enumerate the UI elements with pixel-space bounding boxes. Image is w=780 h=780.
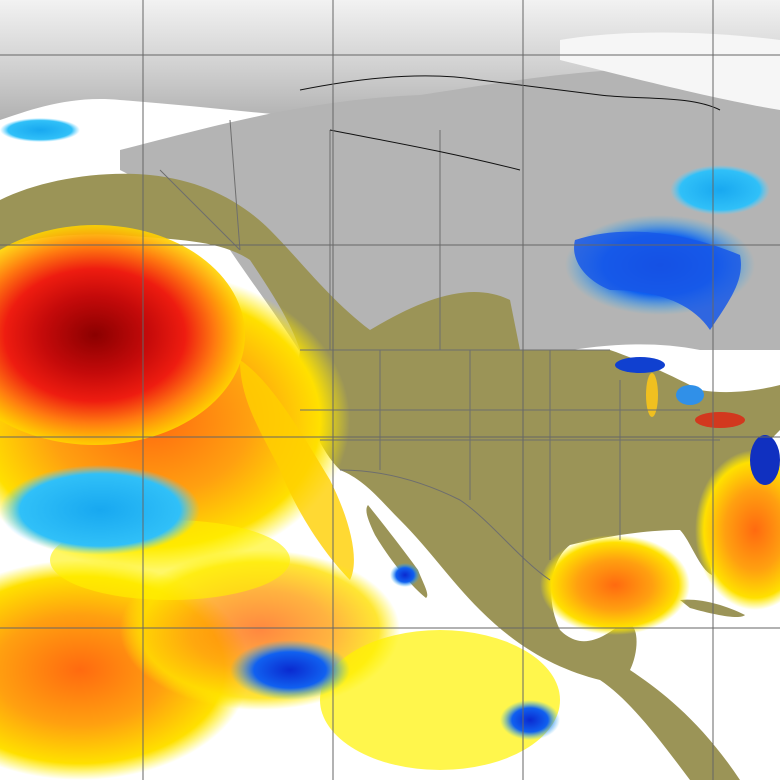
lake xyxy=(615,357,665,373)
land xyxy=(0,173,520,350)
cold-anomaly xyxy=(230,640,350,700)
cool-anomaly xyxy=(670,165,770,215)
cool-anomaly xyxy=(0,465,200,555)
cool-anomaly xyxy=(0,118,80,142)
warm-anomaly xyxy=(320,630,560,770)
cold-anomaly xyxy=(574,231,741,330)
warm-anomaly xyxy=(540,535,690,635)
hot-anomaly xyxy=(0,225,245,445)
warm-anomaly xyxy=(695,450,780,610)
coastline xyxy=(299,75,721,171)
land xyxy=(297,350,780,780)
cold-anomaly xyxy=(390,563,420,587)
lake xyxy=(646,373,658,417)
cold-anomaly xyxy=(750,435,780,485)
warm-anomaly xyxy=(240,360,354,580)
arctic-ice xyxy=(560,32,780,110)
hot-anomaly xyxy=(695,412,745,428)
lake xyxy=(676,385,704,405)
cold-anomaly xyxy=(500,700,560,740)
